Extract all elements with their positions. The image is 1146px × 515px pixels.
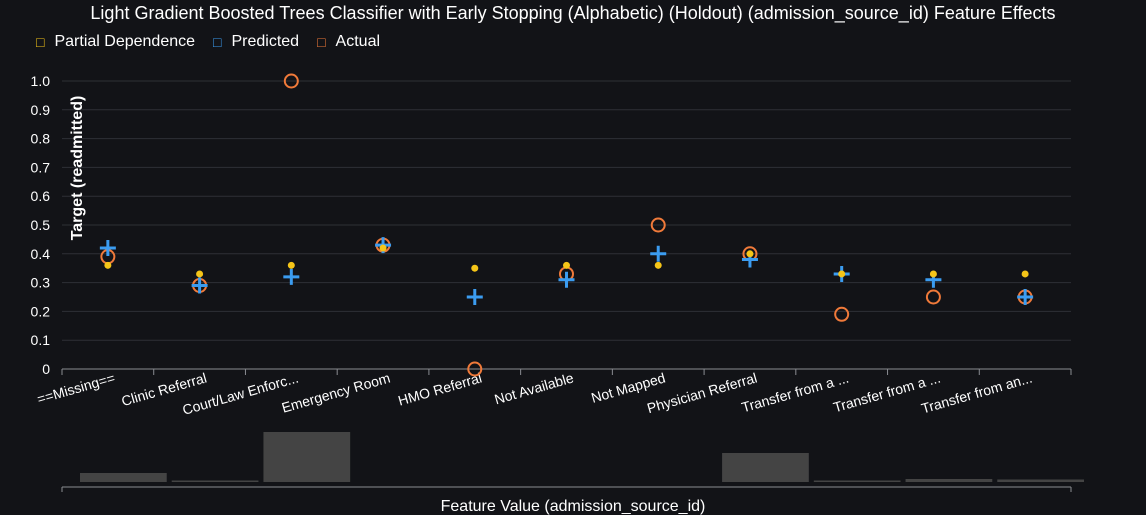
actual-legend-icon: □	[317, 34, 326, 50]
histogram-bar	[813, 480, 901, 482]
legend-label-actual: Actual	[335, 33, 381, 50]
y-axis-title: Target (readmitted)	[69, 96, 86, 241]
chart-title: Light Gradient Boosted Trees Classifier …	[90, 3, 1056, 23]
partial-dependence-point	[929, 270, 937, 278]
legend-item-actual[interactable]: □ Actual	[317, 33, 380, 51]
legend: □ Partial Dependence □ Predicted □ Actua…	[36, 33, 380, 51]
histogram-bar	[80, 473, 167, 482]
predicted-point	[558, 271, 575, 288]
partial-dependence-point	[838, 270, 846, 278]
predicted-point	[99, 240, 116, 257]
partial-dependence-point	[287, 261, 295, 269]
predicted-point	[466, 289, 483, 305]
actual-point	[834, 306, 850, 322]
partial-dependence-point	[654, 261, 662, 269]
y-tick-label: 1.0	[31, 73, 51, 89]
partial-dependence-point	[196, 270, 204, 278]
partial-dependence-point	[104, 261, 112, 269]
y-tick-label: 0	[42, 361, 50, 377]
predicted-point	[1017, 289, 1034, 305]
histogram-bar	[171, 480, 259, 482]
y-tick-label: 0.4	[31, 246, 51, 262]
legend-item-predicted[interactable]: □ Predicted	[213, 33, 299, 51]
x-tick-label: HMO Referral	[396, 370, 483, 409]
y-tick-label: 0.7	[31, 159, 51, 175]
predicted-legend-icon: □	[213, 34, 222, 50]
predicted-point	[191, 277, 208, 294]
y-tick-label: 0.6	[31, 188, 51, 204]
histogram-bar	[263, 432, 351, 482]
partial-dependence-point	[746, 250, 754, 258]
y-tick-label: 0.3	[31, 275, 51, 291]
actual-point	[283, 73, 299, 89]
y-tick-label: 0.8	[31, 131, 51, 147]
legend-item-partial-dependence[interactable]: □ Partial Dependence	[36, 33, 195, 51]
y-tick-label: 0.2	[31, 303, 51, 319]
legend-label-predicted: Predicted	[231, 33, 300, 50]
x-axis-title: Feature Value (admission_source_id)	[441, 498, 706, 515]
predicted-point	[283, 268, 300, 285]
y-tick-label: 0.5	[31, 217, 51, 233]
histogram-bar	[905, 479, 993, 482]
x-tick-label: Not Available	[493, 369, 576, 407]
partial-dependence-point	[471, 264, 479, 272]
partial-dependence-point	[1021, 270, 1029, 278]
y-tick-label: 0.9	[31, 102, 51, 118]
actual-point	[467, 361, 483, 377]
partial-dependence-legend-icon: □	[36, 34, 45, 50]
histogram-bar	[722, 453, 809, 482]
actual-point	[650, 217, 666, 233]
predicted-point	[650, 245, 667, 262]
partial-dependence-point	[563, 261, 570, 269]
legend-label-partial-dependence: Partial Dependence	[54, 33, 196, 50]
actual-point	[925, 289, 941, 305]
y-tick-label: 0.1	[31, 332, 51, 348]
histogram-bar	[997, 479, 1084, 482]
partial-dependence-point	[379, 244, 387, 252]
